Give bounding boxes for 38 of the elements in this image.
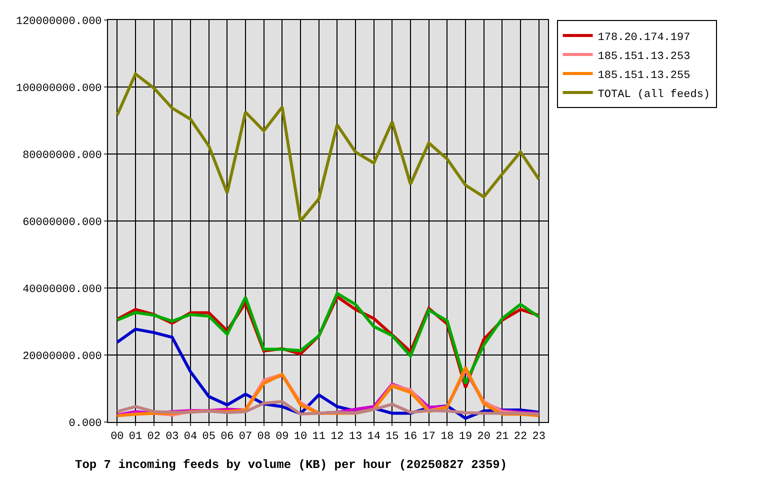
- x-tick-label: 05: [202, 431, 216, 444]
- x-tick-label: 15: [386, 431, 399, 444]
- x-tick-label: 23: [532, 431, 546, 444]
- x-tick-label: 20: [477, 431, 490, 444]
- x-tick-label: 00: [110, 431, 124, 444]
- x-tick-label: 02: [147, 431, 160, 444]
- x-tick-label: 13: [348, 431, 362, 444]
- x-tick-label: 04: [184, 431, 198, 444]
- y-tick-label: 100000000.000: [16, 82, 102, 95]
- y-tick-label: 40000000.000: [22, 284, 102, 296]
- x-tick-label: 08: [257, 431, 270, 444]
- legend-label: TOTAL (all feeds): [598, 88, 710, 101]
- x-tick-label: 07: [238, 431, 252, 444]
- x-tick-label: 06: [220, 431, 234, 444]
- x-tick-label: 09: [276, 431, 289, 444]
- x-tick-label: 14: [367, 431, 381, 444]
- text: Top 7 incoming feeds by volume (KB) per hour (20250827 2359): [75, 458, 508, 472]
- line-series: [116, 400, 540, 416]
- x-tick-label: 21: [496, 431, 510, 444]
- x-tick-label: 01: [128, 431, 142, 444]
- x-tick-label: 12: [330, 431, 344, 444]
- x-tick-label: 17: [422, 431, 436, 444]
- legend-label: 178.20.174.197: [598, 32, 690, 44]
- x-tick-label: 22: [514, 431, 528, 444]
- x-tick-label: 19: [458, 431, 472, 444]
- y-tick-label: 80000000.000: [22, 150, 102, 162]
- legend-label: 185.151.13.255: [598, 70, 690, 82]
- x-tick-label: 16: [404, 431, 418, 444]
- legend-label: 185.151.13.253: [598, 50, 690, 63]
- line-series: [116, 72, 540, 222]
- x-tick-label: 18: [440, 431, 454, 444]
- y-tick-label: 120000000.000: [16, 16, 102, 28]
- y-tick-label: 60000000.000: [22, 216, 102, 229]
- x-tick-label: 03: [166, 431, 179, 444]
- x-tick-label: 10: [294, 431, 308, 444]
- x-tick-label: 11: [312, 431, 326, 444]
- y-tick-label: 0.000: [68, 418, 102, 430]
- y-tick-label: 20000000.000: [22, 350, 102, 363]
